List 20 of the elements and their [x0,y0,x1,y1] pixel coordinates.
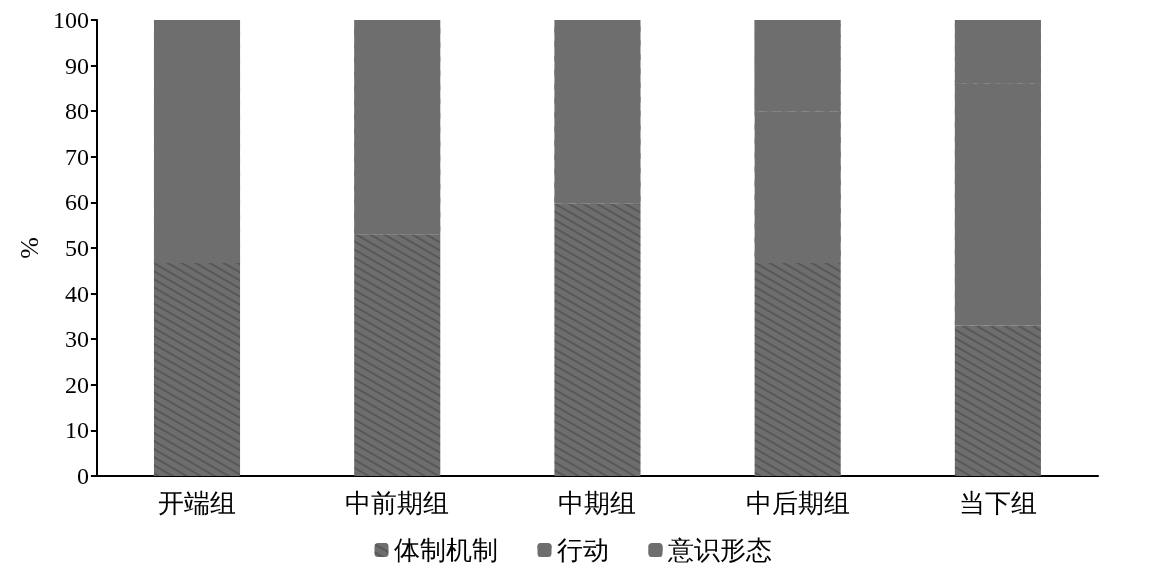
y-tick-label: 80 [64,98,89,125]
y-axis-title: % [14,237,44,259]
legend-label: 体制机制 [393,535,498,565]
y-tick-label: 100 [52,7,89,33]
legend-label: 意识形态 [666,535,772,565]
y-tick-label: 70 [64,143,89,170]
y-tick-label: 90 [64,52,89,79]
x-tick-label: 当下组 [958,488,1037,518]
x-tick-label: 中期组 [558,488,637,518]
y-tick-label: 20 [64,371,89,398]
x-tick-label: 中后期组 [745,488,850,518]
y-tick-label: 40 [64,280,89,307]
y-tick-label: 30 [64,326,89,353]
y-tick-label: 0 [76,463,89,489]
y-tick-label: 50 [64,235,89,261]
x-tick-label: 中前期组 [345,488,450,518]
y-tick-label: 60 [64,189,89,216]
legend-label: 行动 [556,535,609,565]
y-tick-label: 10 [64,417,89,444]
x-tick-label: 开端组 [158,488,237,518]
